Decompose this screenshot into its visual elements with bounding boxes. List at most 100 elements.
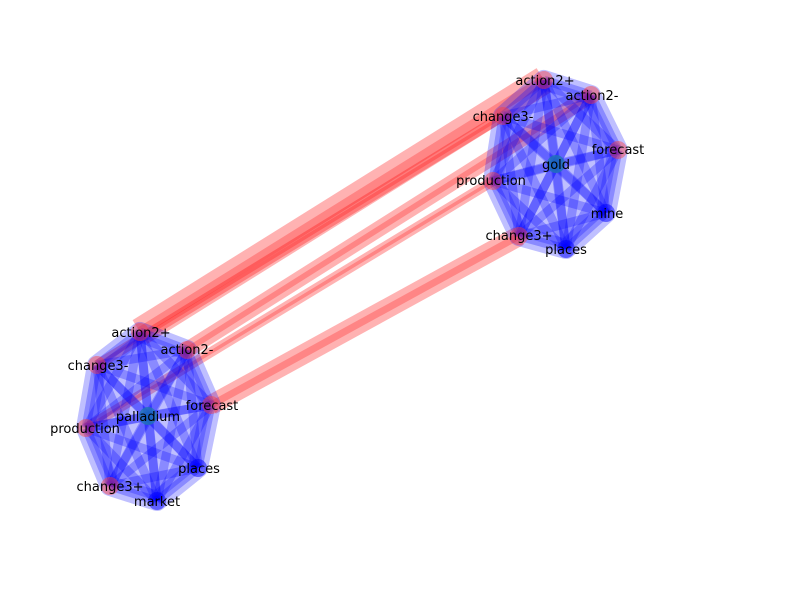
cluster-edge [182, 349, 203, 469]
node-gold-change3- [494, 107, 512, 125]
center-label-gold: gold [542, 158, 570, 173]
node-label-palladium-places: places [178, 462, 220, 477]
cluster-edge [152, 349, 192, 502]
cluster-edge [489, 177, 570, 253]
cluster-edge [182, 348, 216, 407]
links-layer [83, 68, 596, 433]
cluster-edge [92, 363, 162, 503]
node-label-palladium-change3-: change3- [68, 359, 129, 374]
link-core-production-production [85, 179, 494, 430]
cluster-edge [498, 114, 571, 251]
link-production-production [83, 176, 496, 433]
cluster-edge [539, 79, 561, 165]
cluster-edge [514, 161, 561, 239]
cluster-edge [135, 330, 203, 470]
link-core-action2+-action2+ [137, 75, 547, 337]
cluster-edge [92, 364, 115, 487]
cluster-edge [105, 331, 145, 487]
cluster-edge [81, 426, 115, 488]
cluster-edge [551, 163, 571, 250]
cluster-edge [551, 92, 596, 167]
cluster-edge [552, 160, 610, 217]
node-label-gold-places: places [545, 243, 587, 258]
cluster-edge [488, 115, 508, 182]
cluster-edge [514, 79, 549, 237]
link-action2+-action2+ [132, 68, 552, 344]
center-node-palladium [139, 407, 157, 425]
node-palladium-action2+ [131, 323, 149, 341]
node-gold-places [557, 240, 575, 258]
node-palladium-change3- [88, 356, 106, 374]
cluster-edge [517, 208, 608, 241]
node-gold-production [484, 172, 502, 190]
cluster-edge [562, 147, 622, 252]
cluster-edge [488, 77, 549, 184]
link-change3--change3- [94, 111, 506, 370]
cluster-edge [82, 329, 144, 431]
node-label-palladium-market: market [134, 495, 180, 510]
center-label-palladium: palladium [116, 410, 180, 425]
cluster-edge [85, 411, 149, 433]
node-palladium-market [148, 492, 166, 510]
cluster-edge [539, 78, 611, 215]
cluster-edge [144, 412, 202, 472]
node-label-gold-forecast: forecast [592, 143, 645, 158]
node-gold-action2+ [535, 71, 553, 89]
node-label-gold-action2+: action2+ [515, 74, 574, 89]
node-palladium-places [189, 459, 207, 477]
clusters-layer [76, 70, 628, 511]
node-label-gold-change3-: change3- [473, 110, 534, 125]
nodes-layer [77, 71, 627, 510]
cluster-edge [95, 360, 213, 410]
node-label-gold-mine: mine [591, 207, 624, 222]
cluster-edge [586, 93, 623, 152]
node-label-palladium-change3+: change3+ [76, 480, 143, 495]
node-label-palladium-forecast: forecast [186, 399, 239, 414]
link-core-action2--action2- [185, 92, 593, 353]
cluster-edge [561, 94, 596, 250]
cluster-edge [601, 149, 623, 214]
cluster-edge [499, 112, 560, 168]
node-palladium-change3+ [101, 477, 119, 495]
cluster-edge [488, 179, 524, 238]
cluster-edge [107, 401, 214, 490]
cluster-edge [81, 364, 102, 429]
cluster-edge [109, 463, 199, 491]
cluster-edge [586, 94, 611, 214]
node-palladium-action2- [178, 341, 196, 359]
cluster-edge [490, 91, 594, 185]
link-core-forecast-change3+ [209, 232, 521, 409]
link-forecast-change3+ [206, 227, 524, 414]
cluster-edge [83, 346, 190, 432]
cluster-edge [516, 146, 621, 240]
cluster-edge [147, 400, 212, 421]
cluster-edge [498, 115, 524, 237]
cluster-edge [501, 90, 593, 121]
node-label-gold-action2-: action2- [566, 89, 619, 104]
cluster-edge [500, 76, 547, 120]
cluster-edge [153, 402, 215, 504]
cluster-edge [94, 328, 143, 369]
cluster-edge [93, 361, 152, 420]
cluster-edge [82, 424, 161, 505]
cluster-edge [136, 328, 215, 409]
node-label-palladium-production: production [50, 422, 120, 437]
cluster-edge [540, 76, 622, 154]
link-action2--action2- [182, 88, 596, 357]
node-label-palladium-action2+: action2+ [111, 326, 170, 341]
cluster-edge [138, 327, 189, 355]
cluster-edge [555, 145, 619, 169]
cluster-edge [96, 345, 188, 370]
node-label-palladium-action2-: action2- [161, 343, 214, 358]
cluster-edge [491, 176, 608, 218]
node-palladium-forecast [202, 396, 220, 414]
node-gold-forecast [609, 141, 627, 159]
link-core-change3--change3- [96, 114, 504, 367]
cluster-edge [542, 75, 593, 100]
node-label-gold-production: production [456, 174, 526, 189]
node-label-gold-change3+: change3+ [485, 229, 552, 244]
center-node-gold [547, 155, 565, 173]
node-gold-mine [597, 204, 615, 222]
cluster-gold [483, 70, 628, 259]
